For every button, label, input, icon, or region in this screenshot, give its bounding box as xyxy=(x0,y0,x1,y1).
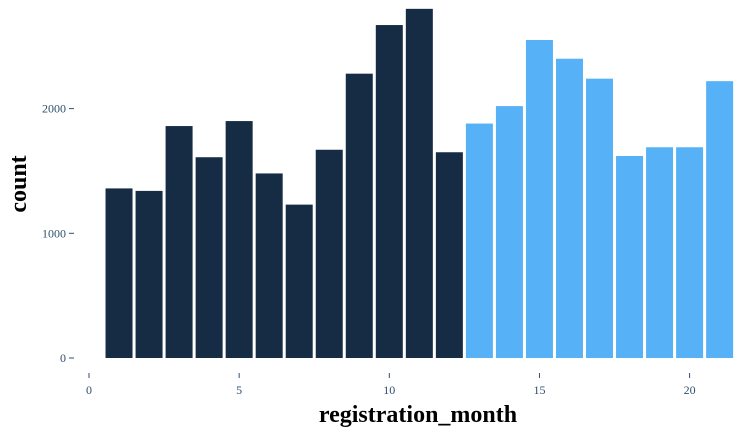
bar-month-3 xyxy=(165,126,193,358)
bar-month-7 xyxy=(285,204,313,358)
bar-month-21 xyxy=(706,81,734,359)
bar-month-14 xyxy=(495,106,523,358)
bar-month-13 xyxy=(465,123,493,358)
bar-month-16 xyxy=(555,58,583,358)
bars-group xyxy=(105,8,734,359)
bar-month-18 xyxy=(616,155,644,358)
bar-month-12 xyxy=(435,152,463,358)
x-tick-label-15: 15 xyxy=(533,383,545,397)
x-tick-label-10: 10 xyxy=(383,383,395,397)
y-tick-label-0: 0 xyxy=(60,351,66,365)
y-tick-label-1000: 1000 xyxy=(42,226,66,240)
bar-month-2 xyxy=(135,190,163,358)
bar-month-8 xyxy=(315,149,343,358)
x-axis-title: registration_month xyxy=(319,402,517,428)
bar-month-17 xyxy=(586,78,614,359)
bar-month-9 xyxy=(345,73,373,359)
x-tick-label-20: 20 xyxy=(684,383,696,397)
bar-month-5 xyxy=(225,121,253,358)
x-tick-label-5: 5 xyxy=(236,383,242,397)
bar-month-19 xyxy=(646,147,674,358)
x-axis: 0 5 10 15 20 xyxy=(86,373,696,397)
x-tick-label-0: 0 xyxy=(86,383,92,397)
bar-month-10 xyxy=(375,25,403,359)
y-axis: 0 1000 2000 xyxy=(42,102,74,365)
y-tick-label-2000: 2000 xyxy=(42,102,66,116)
bar-month-20 xyxy=(676,147,704,358)
bar-month-6 xyxy=(255,173,283,358)
bar-month-4 xyxy=(195,157,223,358)
bar-month-11 xyxy=(405,8,433,359)
bar-month-15 xyxy=(525,40,553,358)
bar-month-1 xyxy=(105,188,133,358)
y-axis-title: count xyxy=(6,155,32,212)
